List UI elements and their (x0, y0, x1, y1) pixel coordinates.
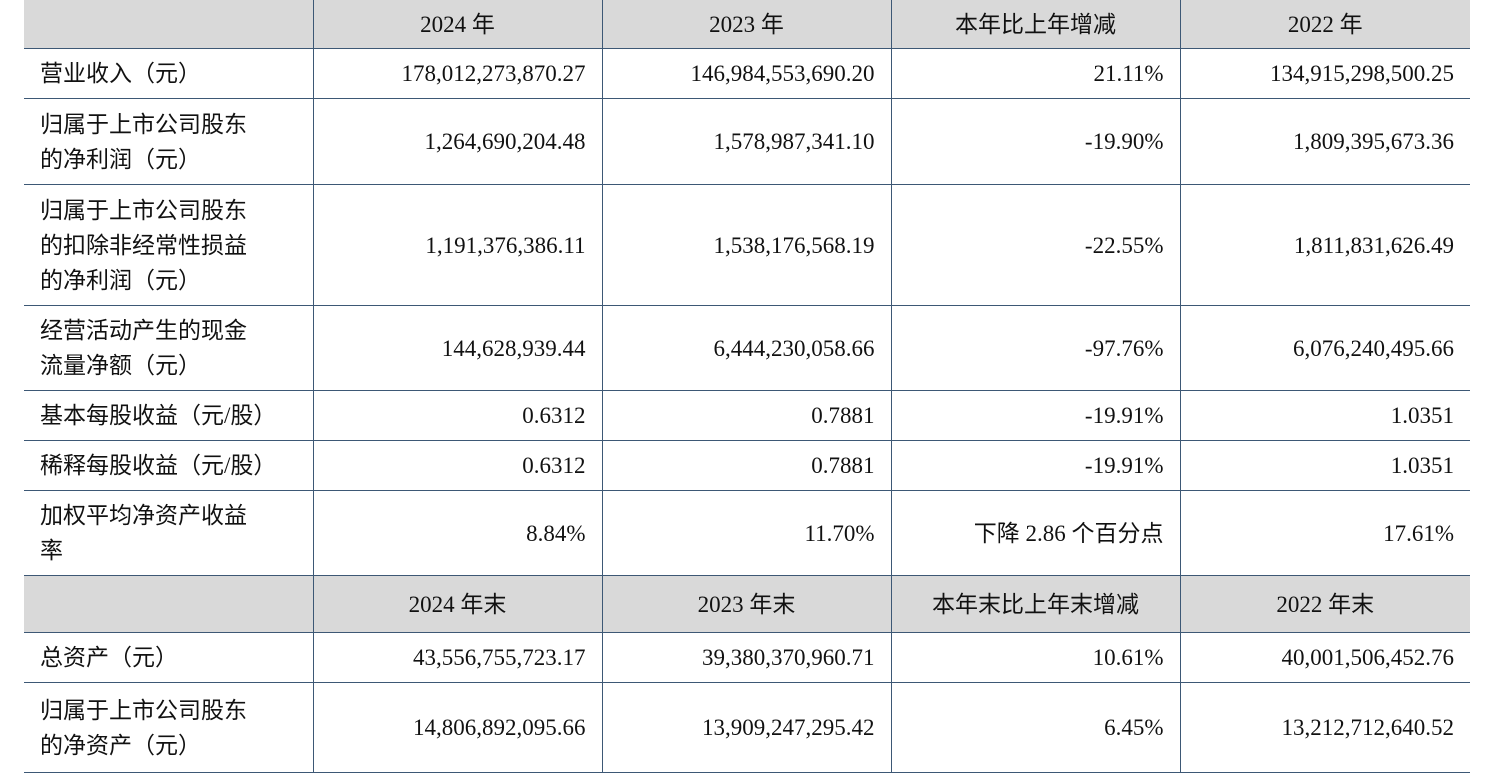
row-label: 归属于上市公司股东 的净利润（元） (24, 98, 314, 185)
cell: 0.7881 (601, 390, 892, 441)
cell: 1,191,376,386.11 (312, 184, 603, 306)
cell: 178,012,273,870.27 (312, 48, 603, 99)
row-label-line: 归属于上市公司股东 (40, 697, 247, 723)
cell: 144,628,939.44 (312, 305, 603, 391)
row-label-line: 的扣除非经常性损益 (40, 232, 247, 258)
header-row: 2024 年 2023 年本年比上年增减 2022 年 (24, 0, 1470, 49)
data-row: 加权平均净资产收益率 8.84% 11.70% 下降 2.86 个百分点 17.61% (24, 490, 1470, 576)
row-label-line: 营业收入（元） (40, 61, 201, 86)
data-row: 基本每股收益（元/股） 0.6312 0.7881 -19.91% 1.0351 (24, 390, 1470, 441)
cell: 下降 2.86 个百分点 (890, 490, 1181, 576)
cell: 0.7881 (601, 440, 892, 491)
header-cell: 本年末比上年末增减 (890, 575, 1181, 633)
cell: 1,538,176,568.19 (601, 184, 892, 306)
cell: 1.0351 (1179, 390, 1470, 441)
row-label: 归属于上市公司股东 的净资产（元） (24, 682, 314, 773)
row-label: 加权平均净资产收益率 (24, 490, 314, 576)
header-cell: 本年比上年增减 (890, 0, 1181, 49)
cell: 6.45% (890, 682, 1181, 773)
row-label-line: 加权平均净资产收益 (40, 503, 247, 528)
cell: 17.61% (1179, 490, 1470, 576)
table-body: 2024 年 2023 年本年比上年增减 2022 年营业收入（元） 178,012,… (24, 0, 1470, 773)
cell: -97.76% (890, 305, 1181, 391)
cell: 1,264,690,204.48 (312, 98, 603, 185)
cell: 40,001,506,452.76 (1179, 632, 1470, 683)
cell: 39,380,370,960.71 (601, 632, 892, 683)
cell: -22.55% (890, 184, 1181, 306)
row-label-line: 归属于上市公司股东 (40, 197, 247, 223)
cell: 21.11% (890, 48, 1181, 99)
cell: 14,806,892,095.66 (312, 682, 603, 773)
row-label-line: 率 (40, 538, 63, 563)
cell: 134,915,298,500.25 (1179, 48, 1470, 99)
row-label-line: 的净利润（元） (40, 267, 201, 293)
cell: 11.70% (601, 490, 892, 576)
data-row: 归属于上市公司股东 的扣除非经常性损益 的净利润（元） 1,191,376,386.1… (24, 184, 1470, 306)
data-row: 归属于上市公司股东 的净资产（元） 14,806,892,095.66 13,909,… (24, 682, 1470, 773)
cell: 1,578,987,341.10 (601, 98, 892, 185)
cell: 1,809,395,673.36 (1179, 98, 1470, 185)
row-label-line: 的净利润（元） (40, 146, 201, 172)
header-cell: 2023 年 (601, 0, 892, 49)
header-row: 2024 年末 2023 年末 本年末比上年末增减 2022 年末 (24, 575, 1470, 633)
header-cell: 2023 年末 (601, 575, 892, 633)
row-label-line: 归属于上市公司股东 (40, 111, 247, 137)
data-row: 经营活动产生的现金 流量净额（元） 144,628,939.44 6,444,230,… (24, 305, 1470, 391)
cell: 1.0351 (1179, 440, 1470, 491)
cell: -19.91% (890, 440, 1181, 491)
row-label-line: 流量净额（元） (40, 353, 201, 378)
row-label-line: 稀释每股收益（元/股） (40, 453, 277, 478)
row-label: 总资产（元） (24, 632, 314, 683)
row-label: 基本每股收益（元/股） (24, 390, 314, 441)
cell: 6,076,240,495.66 (1179, 305, 1470, 391)
data-row: 总资产（元） 43,556,755,723.17 39,380,370,960.71… (24, 632, 1470, 683)
row-label-line: 总资产（元） (40, 645, 178, 670)
row-label-line: 的净资产（元） (40, 732, 201, 758)
row-label: 营业收入（元） (24, 48, 314, 99)
cell: 13,909,247,295.42 (601, 682, 892, 773)
data-row: 归属于上市公司股东 的净利润（元） 1,264,690,204.48 1,578,98… (24, 98, 1470, 185)
cell: 1,811,831,626.49 (1179, 184, 1470, 306)
row-label: 归属于上市公司股东 的扣除非经常性损益 的净利润（元） (24, 184, 314, 306)
row-label: 经营活动产生的现金 流量净额（元） (24, 305, 314, 391)
header-cell (24, 575, 314, 633)
header-cell: 2024 年 (312, 0, 603, 49)
row-label-line: 基本每股收益（元/股） (40, 403, 277, 428)
cell: 13,212,712,640.52 (1179, 682, 1470, 773)
row-label-line: 经营活动产生的现金 (40, 318, 247, 343)
cell: 43,556,755,723.17 (312, 632, 603, 683)
header-cell: 2022 年 (1179, 0, 1470, 49)
cell: 6,444,230,058.66 (601, 305, 892, 391)
header-cell (24, 0, 314, 49)
cell: -19.91% (890, 390, 1181, 441)
data-row: 营业收入（元） 178,012,273,870.27 146,984,553,690… (24, 48, 1470, 99)
cell: 0.6312 (312, 390, 603, 441)
row-label: 稀释每股收益（元/股） (24, 440, 314, 491)
data-row: 稀释每股收益（元/股） 0.6312 0.7881 -19.91% 1.0351 (24, 440, 1470, 491)
financial-table: 2024 年 2023 年本年比上年增减 2022 年营业收入（元） 178,012,… (24, 0, 1470, 773)
header-cell: 2022 年末 (1179, 575, 1470, 633)
cell: 146,984,553,690.20 (601, 48, 892, 99)
cell: 0.6312 (312, 440, 603, 491)
cell: 10.61% (890, 632, 1181, 683)
cell: -19.90% (890, 98, 1181, 185)
cell: 8.84% (312, 490, 603, 576)
header-cell: 2024 年末 (312, 575, 603, 633)
